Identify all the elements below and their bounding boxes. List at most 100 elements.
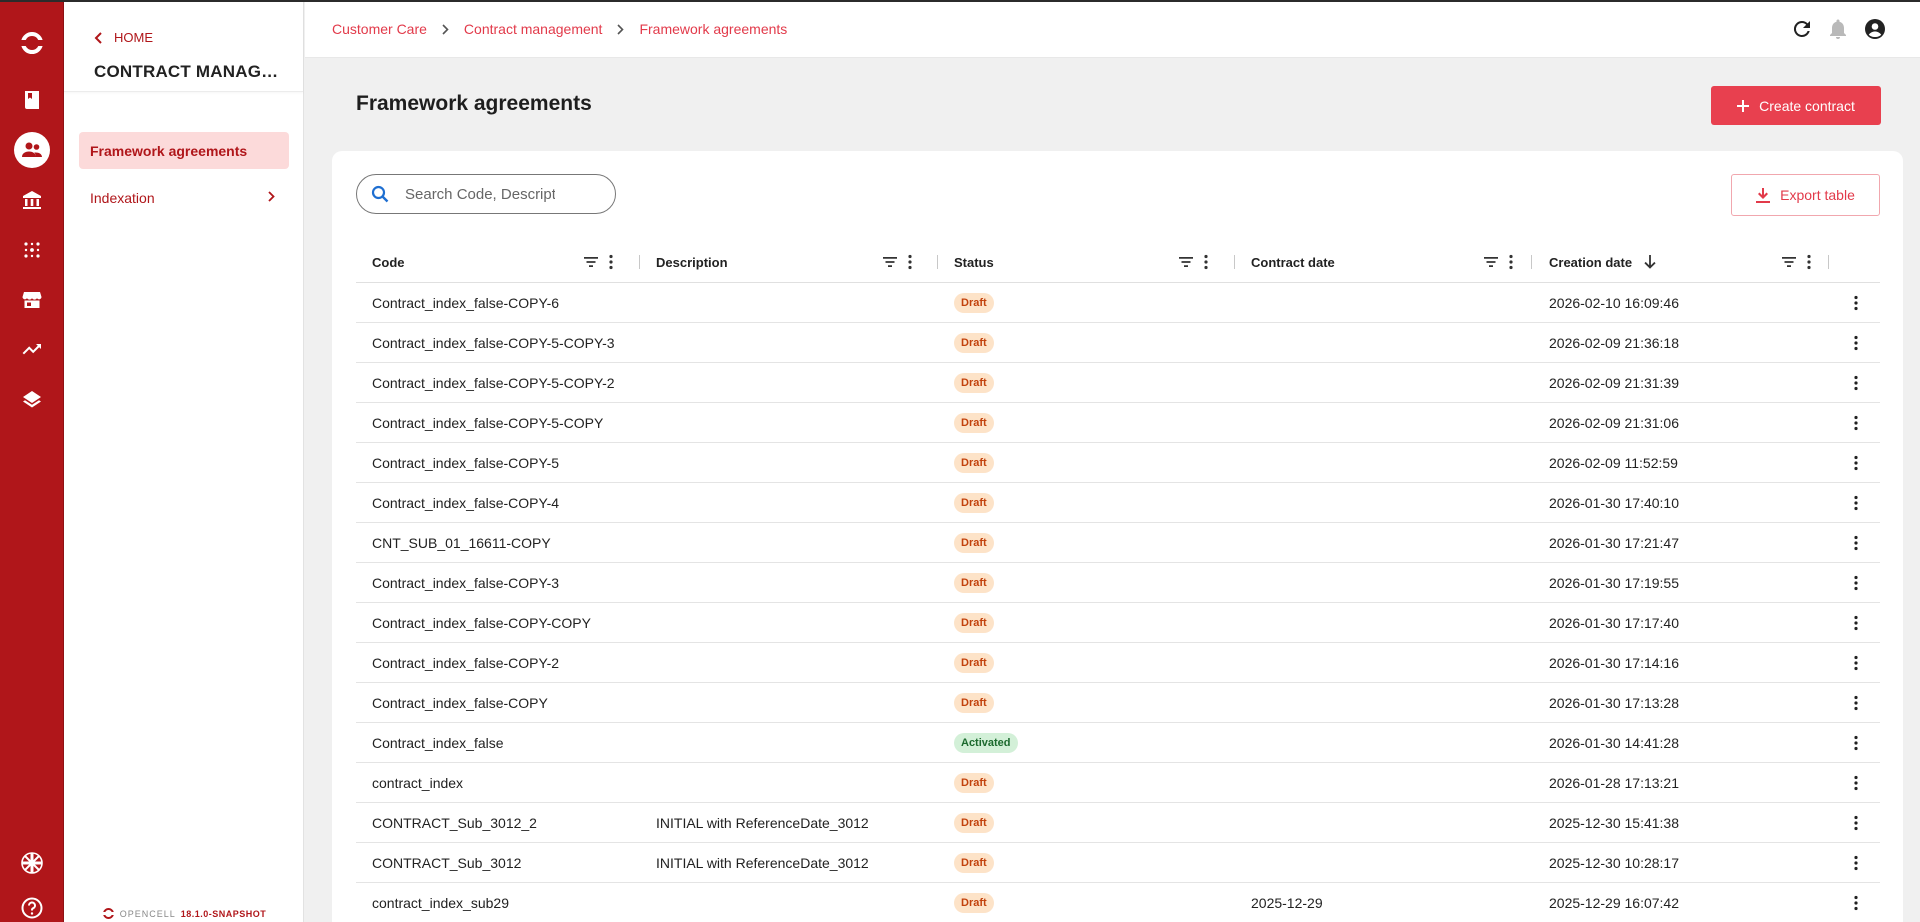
row-menu-icon[interactable] <box>1846 413 1866 433</box>
column-tools <box>1178 254 1208 270</box>
row-menu-icon[interactable] <box>1846 653 1866 673</box>
export-table-label: Export table <box>1780 187 1855 203</box>
breadcrumb-item-contract-management[interactable]: Contract management <box>463 21 603 37</box>
breadcrumb-item-framework-agreements[interactable]: Framework agreements <box>639 21 788 37</box>
column-separator[interactable] <box>937 255 938 269</box>
help-icon[interactable] <box>0 888 64 922</box>
sort-descending-icon[interactable] <box>1644 255 1656 269</box>
cell-creation-date: 2026-02-10 16:09:46 <box>1549 295 1679 311</box>
search-input[interactable] <box>405 185 555 203</box>
search-box[interactable] <box>356 174 616 214</box>
opencell-logo-icon[interactable] <box>0 23 64 63</box>
table-row[interactable]: Contract_index_false-COPY-5-COPY Draft 2… <box>356 403 1880 443</box>
table-row[interactable]: CNT_SUB_01_16611-COPY Draft 2026-01-30 1… <box>356 523 1880 563</box>
table-row[interactable]: Contract_index_false-COPY-5 Draft 2026-0… <box>356 443 1880 483</box>
table-row[interactable]: CONTRACT_Sub_3012 INITIAL with Reference… <box>356 843 1880 883</box>
table-row[interactable]: Contract_index_false-COPY Draft 2026-01-… <box>356 683 1880 723</box>
secondary-sidebar: HOME CONTRACT MANAGEMENT Framework agree… <box>64 0 304 922</box>
more-vertical-icon[interactable] <box>1204 254 1208 270</box>
create-contract-button[interactable]: Create contract <box>1711 86 1881 125</box>
bank-icon[interactable] <box>0 180 64 220</box>
trending-up-icon[interactable] <box>0 330 64 370</box>
row-menu-icon[interactable] <box>1846 813 1866 833</box>
account-icon[interactable] <box>1864 18 1886 40</box>
table-row[interactable]: CONTRACT_Sub_3012_2 INITIAL with Referen… <box>356 803 1880 843</box>
table-row[interactable]: contract_index Draft 2026-01-28 17:13:21 <box>356 763 1880 803</box>
home-link[interactable]: HOME <box>94 30 153 45</box>
column-header-code[interactable]: Code <box>372 241 405 283</box>
row-menu-icon[interactable] <box>1846 533 1866 553</box>
column-separator[interactable] <box>639 255 640 269</box>
status-badge: Draft <box>954 853 994 873</box>
column-header-description[interactable]: Description <box>656 241 728 283</box>
column-separator[interactable] <box>1531 255 1532 269</box>
cell-description: INITIAL with ReferenceDate_3012 <box>656 815 869 831</box>
table-row[interactable]: Contract_index_false-COPY-5-COPY-3 Draft… <box>356 323 1880 363</box>
app-rail <box>0 0 64 922</box>
cell-code: contract_index <box>372 775 464 791</box>
sidebar-item-label: Framework agreements <box>90 142 248 159</box>
chevron-right-icon <box>617 23 625 35</box>
filter-icon[interactable] <box>882 254 898 270</box>
table-row[interactable]: Contract_index_false-COPY-2 Draft 2026-0… <box>356 643 1880 683</box>
row-menu-icon[interactable] <box>1846 733 1866 753</box>
row-menu-icon[interactable] <box>1846 893 1866 913</box>
more-vertical-icon[interactable] <box>1807 254 1811 270</box>
filter-icon[interactable] <box>1483 254 1499 270</box>
book-icon[interactable] <box>0 80 64 120</box>
sidebar-item-indexation[interactable]: Indexation <box>79 179 289 216</box>
export-table-button[interactable]: Export table <box>1731 174 1880 216</box>
table-header: Code Description Status Contract date <box>356 241 1880 283</box>
table-row[interactable]: Contract_index_false-COPY-4 Draft 2026-0… <box>356 483 1880 523</box>
table-row[interactable]: contract_index_sub29 Draft 2025-12-29 20… <box>356 883 1880 922</box>
cell-creation-date: 2026-01-30 17:19:55 <box>1549 575 1679 591</box>
filter-icon[interactable] <box>583 254 599 270</box>
notifications-icon[interactable] <box>1828 18 1848 40</box>
filter-icon[interactable] <box>1781 254 1797 270</box>
cell-code: Contract_index_false-COPY-6 <box>372 295 560 311</box>
status-badge: Draft <box>954 813 994 833</box>
language-flag-icon[interactable] <box>0 843 64 883</box>
cell-code: CONTRACT_Sub_3012_2 <box>372 815 537 831</box>
layers-icon[interactable] <box>0 380 64 420</box>
brand-name: OPENCELL <box>119 908 176 919</box>
row-menu-icon[interactable] <box>1846 293 1866 313</box>
sidebar-item-framework-agreements[interactable]: Framework agreements <box>79 132 289 169</box>
more-vertical-icon[interactable] <box>1509 254 1513 270</box>
refresh-icon[interactable] <box>1792 19 1812 39</box>
table-row[interactable]: Contract_index_false-COPY-COPY Draft 202… <box>356 603 1880 643</box>
column-header-label: Contract date <box>1251 254 1335 270</box>
table-row[interactable]: Contract_index_false Activated 2026-01-3… <box>356 723 1880 763</box>
column-tools <box>1781 254 1811 270</box>
row-menu-icon[interactable] <box>1846 773 1866 793</box>
row-menu-icon[interactable] <box>1846 573 1866 593</box>
table-row[interactable]: Contract_index_false-COPY-3 Draft 2026-0… <box>356 563 1880 603</box>
row-menu-icon[interactable] <box>1846 373 1866 393</box>
column-header-status[interactable]: Status <box>954 241 994 283</box>
row-menu-icon[interactable] <box>1846 333 1866 353</box>
filter-icon[interactable] <box>1178 254 1194 270</box>
more-vertical-icon[interactable] <box>609 254 613 270</box>
more-vertical-icon[interactable] <box>908 254 912 270</box>
row-menu-icon[interactable] <box>1846 493 1866 513</box>
version-footer: OPENCELL 18.1.0-SNAPSHOT <box>64 907 304 920</box>
column-separator[interactable] <box>1828 255 1829 269</box>
row-menu-icon[interactable] <box>1846 853 1866 873</box>
cell-code: Contract_index_false-COPY-5-COPY <box>372 415 604 431</box>
dots-grid-icon[interactable] <box>0 230 64 270</box>
top-header: Customer Care Contract management Framew… <box>305 2 1920 58</box>
row-menu-icon[interactable] <box>1846 693 1866 713</box>
row-menu-icon[interactable] <box>1846 613 1866 633</box>
status-badge: Draft <box>954 293 994 313</box>
row-menu-icon[interactable] <box>1846 453 1866 473</box>
column-header-contract-date[interactable]: Contract date <box>1251 241 1335 283</box>
status-badge: Draft <box>954 893 994 913</box>
table-row[interactable]: Contract_index_false-COPY-5-COPY-2 Draft… <box>356 363 1880 403</box>
column-header-creation-date[interactable]: Creation date <box>1549 241 1656 283</box>
column-separator[interactable] <box>1234 255 1235 269</box>
table-row[interactable]: Contract_index_false-COPY-6 Draft 2026-0… <box>356 283 1880 323</box>
status-badge: Draft <box>954 693 994 713</box>
breadcrumb-item-customer-care[interactable]: Customer Care <box>332 21 427 37</box>
store-icon[interactable] <box>0 280 64 320</box>
customers-icon[interactable] <box>0 130 64 170</box>
